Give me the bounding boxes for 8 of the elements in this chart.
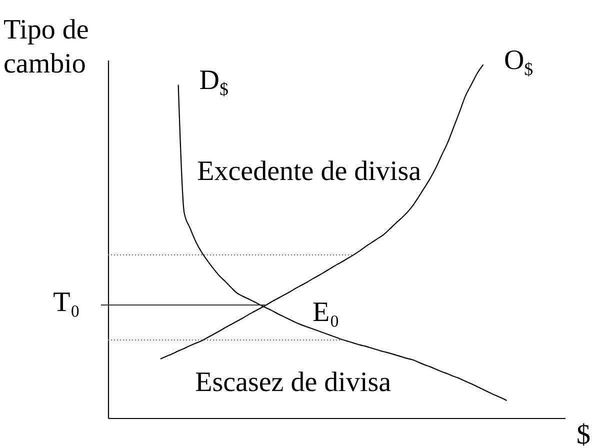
series-label: O$ (504, 45, 534, 79)
y-axis-title: Tipo de cambio (4, 14, 89, 80)
annotation: Excedente de divisa (197, 156, 422, 187)
x-axis-title: $ (576, 420, 590, 448)
series-label: D$ (199, 65, 228, 100)
annotation: Escasez de divisa (195, 367, 392, 398)
ref-line-label: T₀ (53, 287, 80, 318)
annotation: E₀ (312, 297, 340, 328)
